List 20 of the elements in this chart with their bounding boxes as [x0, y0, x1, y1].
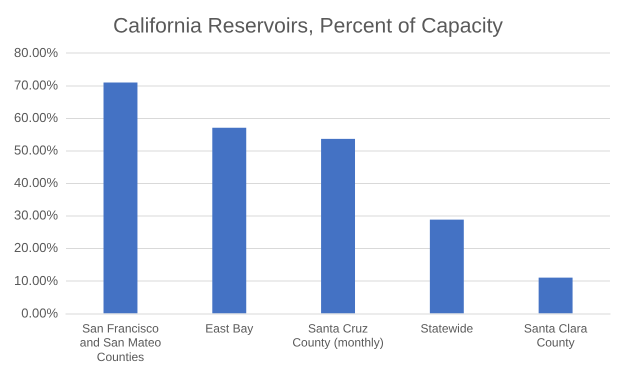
y-tick-label: 70.00%	[14, 77, 59, 92]
y-tick-label: 50.00%	[14, 142, 59, 158]
y-tick-label: 10.00%	[14, 272, 59, 288]
bar	[538, 278, 573, 314]
y-tick-label: 60.00%	[14, 110, 59, 125]
bar	[321, 138, 356, 314]
x-tick-label: Santa Cruz County (monthly)	[292, 321, 384, 350]
bar	[104, 82, 138, 314]
y-tick-label: 20.00%	[14, 240, 59, 256]
y-tick-label: 30.00%	[14, 208, 59, 223]
y-tick-label: 0.00%	[21, 305, 59, 320]
bar	[212, 128, 246, 314]
y-tick-label: 80.00%	[14, 44, 59, 60]
x-tick-label: Santa Clara County	[524, 321, 588, 350]
y-tick-label: 40.00%	[14, 175, 59, 190]
x-tick-label: Statewide	[420, 321, 474, 336]
chart-title: California Reservoirs, Percent of Capacity	[113, 14, 504, 38]
bar	[430, 220, 464, 314]
x-tick-label: San Francisco and San Mateo Counties	[80, 321, 162, 364]
x-tick-label: East Bay	[205, 321, 254, 336]
